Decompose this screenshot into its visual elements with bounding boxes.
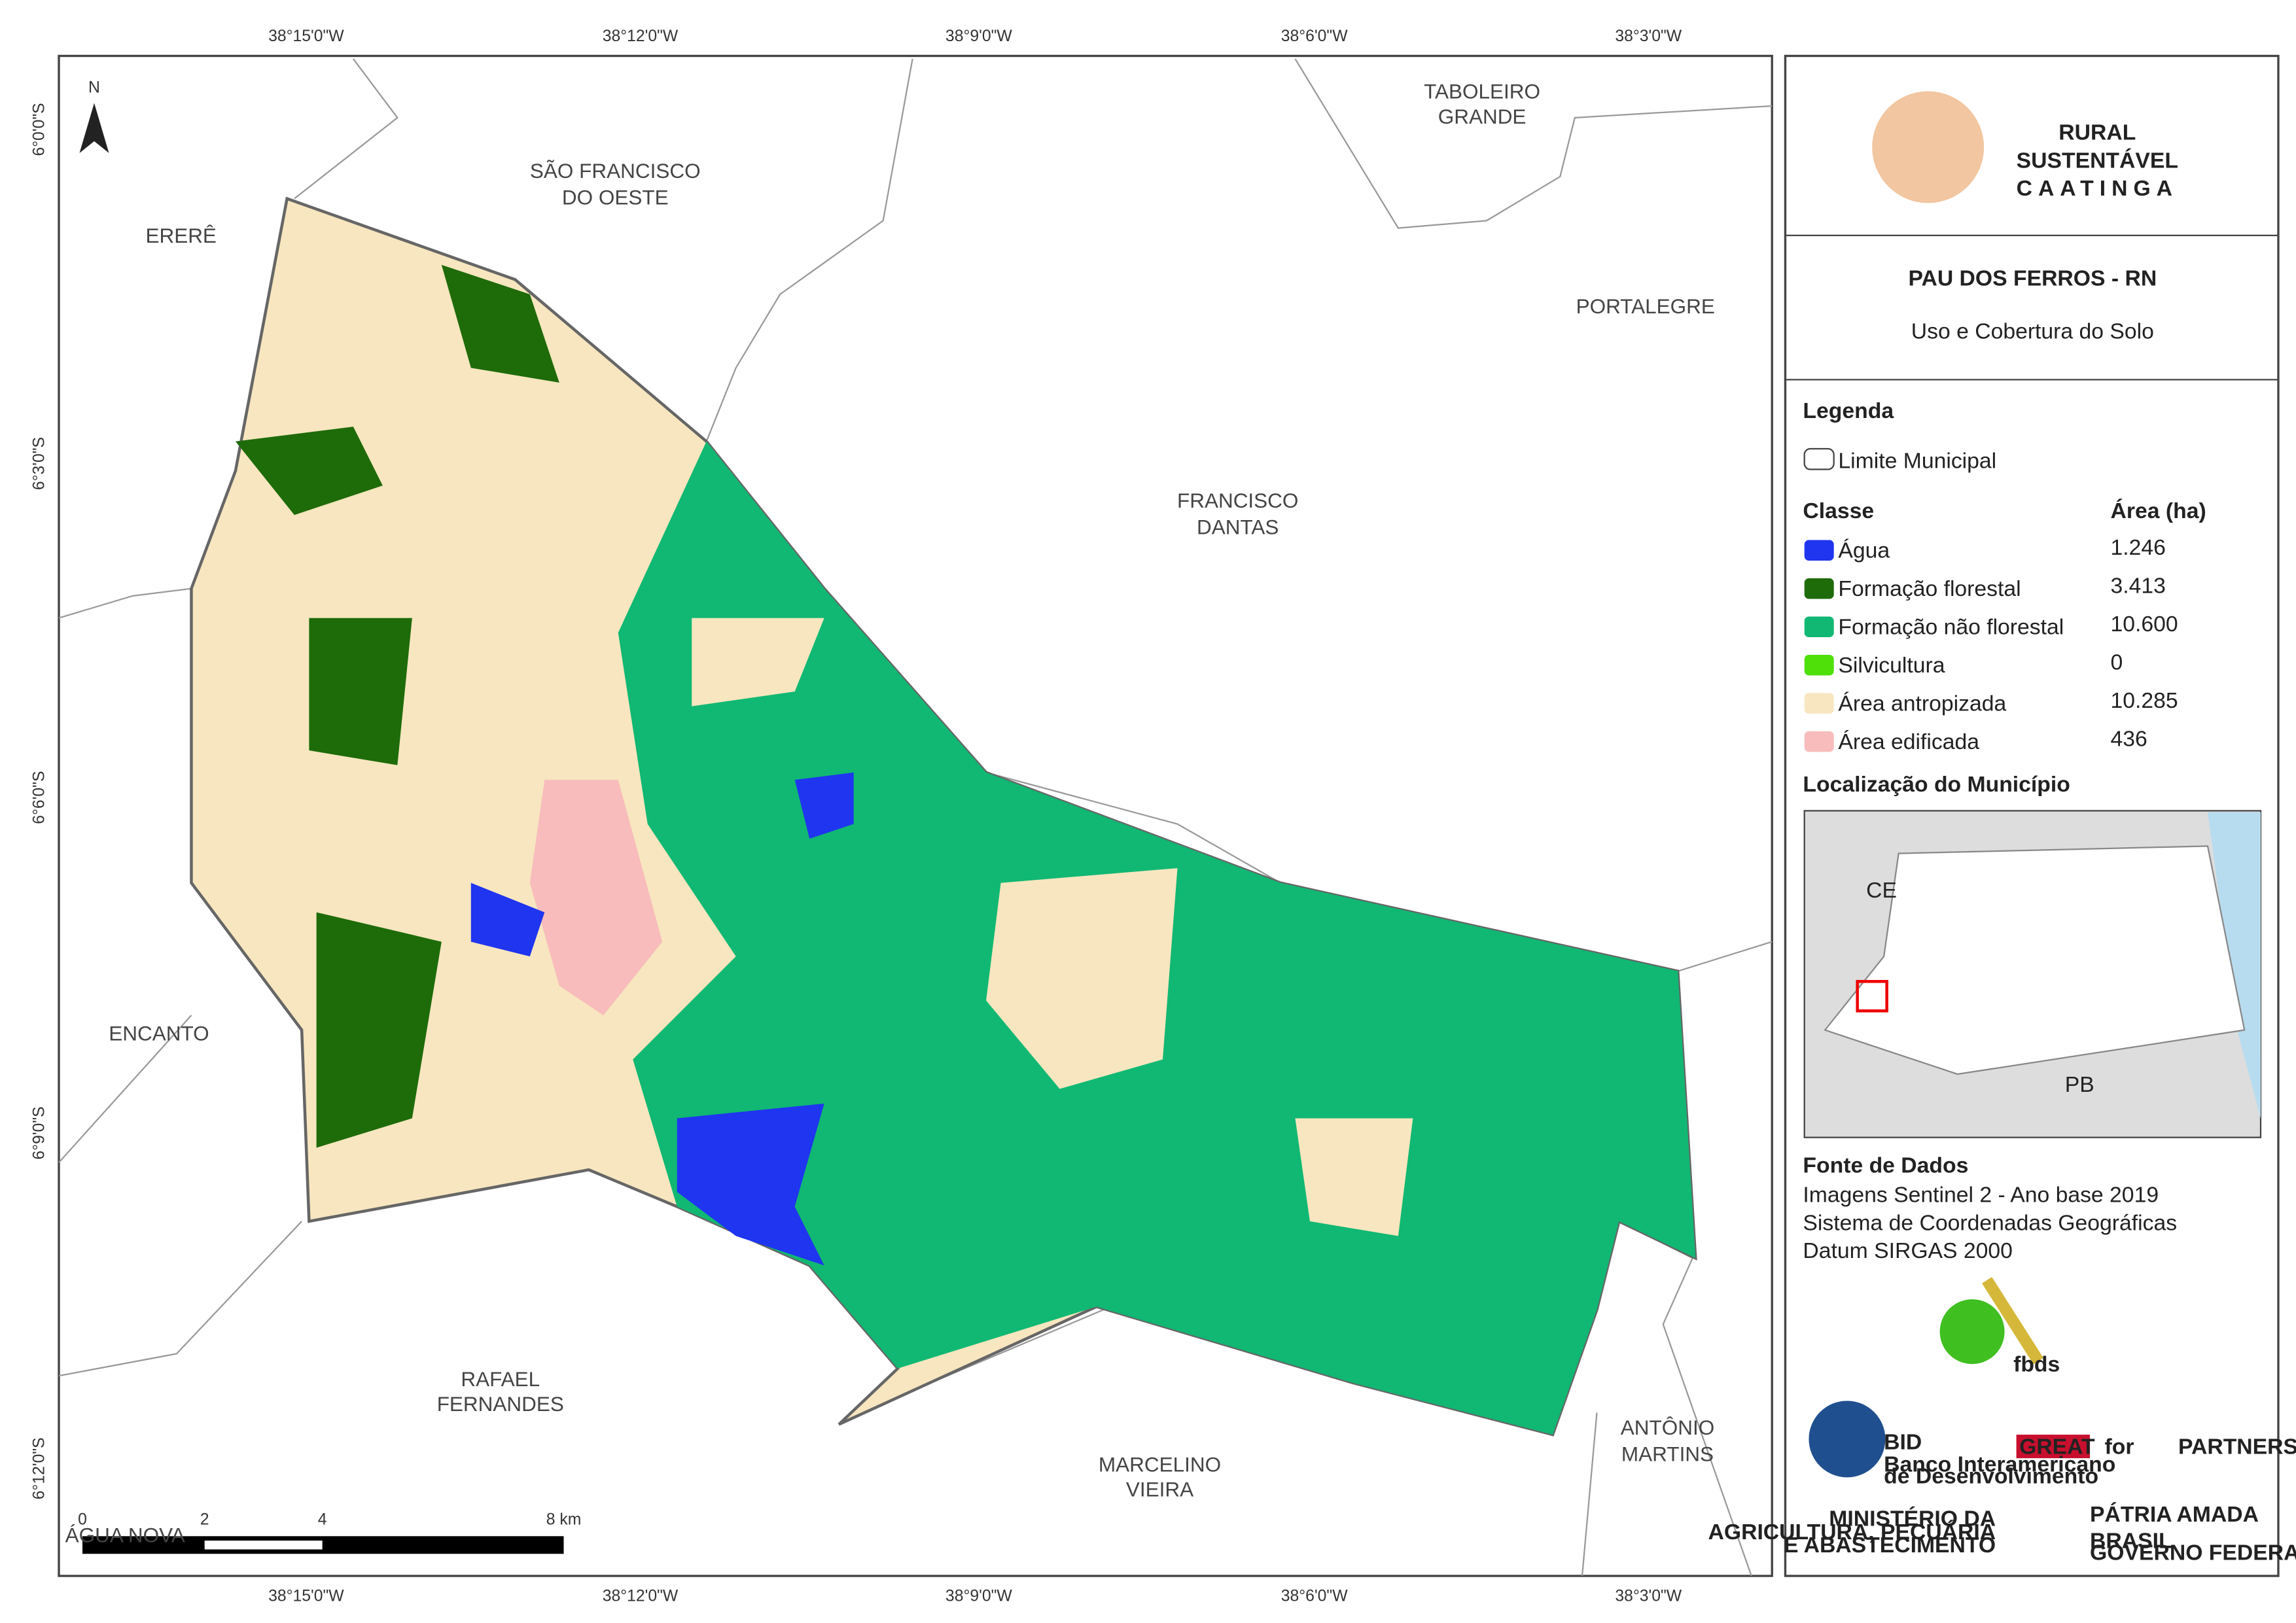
- partner-logo: GOVERNO FEDERAL: [2090, 1540, 2296, 1565]
- place-name: ANTÔNIO: [1621, 1416, 1714, 1439]
- lon-label: 38°15'0"W: [268, 1587, 344, 1605]
- scale-label: 8 km: [546, 1510, 582, 1528]
- legend-item: Formação florestal: [1838, 576, 2021, 601]
- lon-label: 38°6'0"W: [1281, 27, 1348, 45]
- north-label: N: [88, 79, 100, 97]
- legend-header: Classe: [1803, 498, 1874, 523]
- legend-swatch: [1804, 540, 1834, 561]
- legend-area: 0: [2111, 650, 2123, 674]
- legend-item: Formação não florestal: [1838, 614, 2064, 639]
- urban-area: [529, 780, 663, 1016]
- partner-logo: fbds: [2013, 1352, 2060, 1376]
- north-arrow: [79, 103, 109, 153]
- legend-item: Área antropizada: [1838, 691, 2006, 716]
- partner-logo: BID: [1884, 1430, 1922, 1455]
- map-frame: [58, 54, 1773, 1577]
- place-name: SÃO FRANCISCO: [530, 159, 701, 183]
- legend-swatch: [1804, 616, 1834, 637]
- legend-item: Água: [1838, 538, 1890, 563]
- partner-logo: GREAT: [2019, 1434, 2095, 1459]
- source-line: Imagens Sentinel 2 - Ano base 2019: [1803, 1183, 2159, 1208]
- lat-label: 6°12'0"S: [31, 1437, 48, 1499]
- logo-text: SUSTENTÁVEL: [2017, 148, 2178, 173]
- scale-label: 0: [78, 1510, 87, 1528]
- logo-text: CAATINGA: [2017, 176, 2178, 201]
- legend-swatch: [1804, 693, 1834, 714]
- legend-swatch: [1804, 731, 1834, 752]
- partner-logo: for: [2105, 1434, 2134, 1459]
- place-name: ÁGUA NOVA: [65, 1523, 185, 1546]
- partner-logo: PARTNERSHIP: [2178, 1434, 2296, 1459]
- sources-heading: Fonte de Dados: [1803, 1153, 1968, 1178]
- place-name: ENCANTO: [109, 1021, 209, 1045]
- place-name: FERNANDES: [437, 1392, 564, 1416]
- lon-label: 38°6'0"W: [1281, 1587, 1348, 1605]
- side-panel: [1784, 54, 2280, 1577]
- lon-label: 38°9'0"W: [945, 1587, 1012, 1605]
- lon-label: 38°3'0"W: [1615, 27, 1682, 45]
- source-line: Datum SIRGAS 2000: [1803, 1238, 2012, 1263]
- water: [470, 772, 854, 957]
- place-name: FRANCISCO: [1177, 489, 1298, 512]
- subtitle: Uso e Cobertura do Solo: [1911, 319, 2154, 343]
- title: PAU DOS FERROS - RN: [1909, 266, 2157, 290]
- place-name: VIEIRA: [1126, 1478, 1193, 1501]
- legend-item: Limite Municipal: [1838, 448, 1996, 473]
- legend-area: 10.600: [2111, 612, 2178, 637]
- legend-area: 1.246: [2111, 535, 2166, 560]
- location-heading: Localização do Município: [1803, 772, 2070, 797]
- lat-label: 6°9'0"S: [31, 1106, 48, 1159]
- place-name: PORTALEGRE: [1576, 294, 1715, 318]
- lon-label: 38°9'0"W: [945, 27, 1012, 45]
- state-label: CE: [1866, 878, 1897, 903]
- state-label: PB: [2065, 1072, 2094, 1097]
- scale-bar: [82, 1536, 564, 1554]
- lat-label: 6°6'0"S: [31, 771, 48, 824]
- place-name: MARTINS: [1621, 1442, 1714, 1466]
- legend-swatch: [1804, 654, 1834, 676]
- lon-label: 38°12'0"W: [603, 1587, 679, 1605]
- partner-logo: Banco Interamericano: [1884, 1452, 2115, 1476]
- legend-area: 3.413: [2111, 573, 2166, 598]
- partner-logo: BRASIL: [2090, 1528, 2172, 1553]
- logo-text: RURAL: [2058, 120, 2136, 145]
- source-line: Sistema de Coordenadas Geográficas: [1803, 1210, 2177, 1235]
- lat-label: 6°0'0"S: [31, 103, 48, 156]
- place-name: DANTAS: [1197, 515, 1279, 539]
- partner-logo: E ABASTECIMENTO: [1784, 1533, 1996, 1558]
- partner-logo: de Desenvolvimento: [1884, 1463, 2098, 1488]
- legend-item: Área edificada: [1838, 729, 1979, 754]
- anthropized: [692, 618, 1413, 1236]
- partner-logo: MINISTÉRIO DA: [1829, 1507, 1996, 1531]
- reservoir: [677, 1103, 824, 1266]
- legend-heading: Legenda: [1803, 398, 1894, 423]
- place-name: MARCELINO: [1099, 1452, 1221, 1476]
- legend-area: 10.285: [2111, 688, 2178, 713]
- legend-swatch: [1804, 578, 1834, 599]
- partner-logo: PÁTRIA AMADA: [2090, 1502, 2259, 1527]
- place-name: TABOLEIRO: [1424, 80, 1540, 103]
- lat-label: 6°3'0"S: [31, 437, 48, 490]
- place-name: ERERÊ: [145, 224, 216, 247]
- place-name: DO OESTE: [562, 186, 669, 209]
- legend-item: Silvicultura: [1838, 653, 1945, 678]
- partner-logo: AGRICULTURA, PECUÁRIA: [1708, 1520, 1996, 1544]
- place-name: RAFAEL: [461, 1367, 540, 1391]
- lon-label: 38°12'0"W: [603, 27, 679, 45]
- scale-label: 4: [318, 1510, 327, 1528]
- legend-area: 436: [2111, 726, 2147, 751]
- legend-header: Área (ha): [2111, 498, 2206, 523]
- scale-label: 2: [200, 1510, 209, 1528]
- place-name: GRANDE: [1438, 105, 1527, 128]
- lon-label: 38°3'0"W: [1615, 1587, 1682, 1605]
- lon-label: 38°15'0"W: [268, 27, 344, 45]
